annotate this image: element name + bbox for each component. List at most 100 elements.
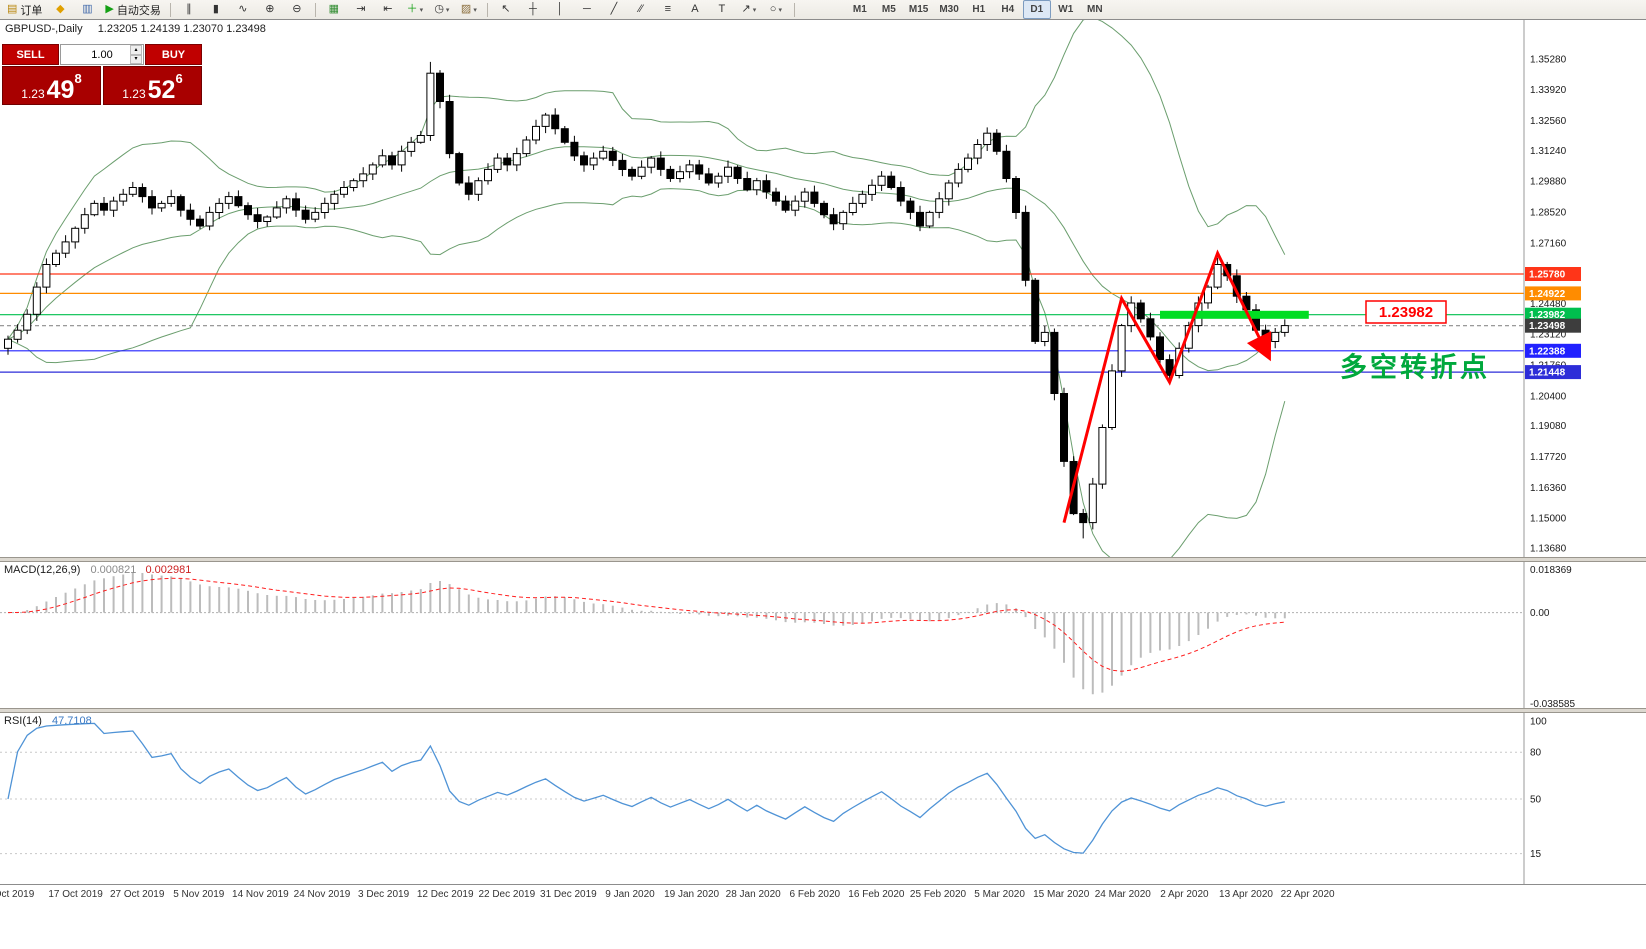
sell-price-display[interactable]: 1.23 49 8 bbox=[2, 66, 101, 105]
chart-window-button[interactable]: ▥ bbox=[74, 0, 100, 19]
timeframe-button-h1[interactable]: H1 bbox=[972, 4, 986, 15]
bar-chart-button[interactable]: ∥ bbox=[176, 0, 202, 19]
line-chart-button[interactable]: ∿ bbox=[230, 0, 256, 19]
timeframe-button-m15[interactable]: M15 bbox=[908, 4, 929, 15]
chart-shift-button[interactable]: ⇤ bbox=[375, 0, 401, 19]
sound-alert-icon: ◆ bbox=[56, 3, 65, 15]
periods-button[interactable]: ◷ ▾ bbox=[429, 0, 455, 19]
arrows-button[interactable]: ↗ ▾ bbox=[736, 0, 762, 19]
ohlc-values: 1.23205 1.24139 1.23070 1.23498 bbox=[97, 23, 266, 35]
rsi-canvas[interactable]: 100 80 50 15 bbox=[0, 713, 1646, 884]
volume-input[interactable] bbox=[74, 47, 130, 62]
bottom-spacer bbox=[0, 905, 1646, 949]
date-label: 6 Feb 2020 bbox=[789, 889, 841, 900]
cn-annotation-text[interactable]: 多空转折点 bbox=[1340, 352, 1490, 383]
date-label: 22 Dec 2019 bbox=[478, 889, 536, 900]
macd-signal-line bbox=[7, 577, 1285, 672]
arrows-button-dropdown-icon[interactable]: ▾ bbox=[752, 6, 757, 14]
rsi-value: 47.7108 bbox=[51, 715, 92, 727]
tile-windows-button[interactable]: ▦ bbox=[321, 0, 347, 19]
zoom-in-button[interactable]: ⊕ bbox=[257, 0, 283, 19]
price-plot bbox=[0, 20, 1524, 557]
auto-scroll-icon: ⇥ bbox=[356, 3, 366, 15]
rsi-axis-label: 15 bbox=[1530, 849, 1542, 860]
date-axis[interactable]: Oct 2019 17 Oct 2019 27 Oct 2019 5 Nov 2019… bbox=[0, 884, 1646, 905]
volume-decrease-button[interactable]: ▾ bbox=[130, 54, 142, 64]
macd-axis-label: 0.018369 bbox=[1530, 565, 1572, 576]
panel-splitter-2[interactable] bbox=[0, 708, 1646, 713]
price-axis-label: 1.28520 bbox=[1530, 208, 1567, 219]
macd-axis[interactable] bbox=[1524, 562, 1646, 708]
buy-button[interactable]: BUY bbox=[145, 44, 202, 65]
autotrading-button[interactable]: ▶ 自动交易 bbox=[101, 0, 164, 19]
timeframe-button-m5[interactable]: M5 bbox=[881, 4, 896, 15]
auto-scroll-button[interactable]: ⇥ bbox=[348, 0, 374, 19]
channel-button[interactable]: ⁄⁄ bbox=[628, 0, 654, 19]
price-callout-text: 1.23982 bbox=[1379, 304, 1433, 321]
macd-canvas[interactable]: 0.018369 0.00 -0.038585 bbox=[0, 562, 1646, 708]
price-tag-1.25780 bbox=[1525, 267, 1581, 281]
templates-button-dropdown-icon[interactable]: ▾ bbox=[473, 6, 477, 14]
panel-splitter-1[interactable] bbox=[0, 557, 1646, 562]
crosshair-icon: ┼ bbox=[528, 3, 537, 15]
price-chart-canvas[interactable]: 1.23982 多空转折点 1.35280 1.33920 1.32560 1.31240… bbox=[0, 20, 1646, 557]
price-axis-label: 1.27160 bbox=[1530, 238, 1567, 249]
trendline-button[interactable]: ╱ bbox=[601, 0, 627, 19]
rsi-header: RSI(14) 47.7108 bbox=[4, 715, 92, 727]
timeframe-button-mn[interactable]: MN bbox=[1087, 4, 1103, 15]
macd-signal-value: 0.002981 bbox=[145, 564, 192, 576]
zoom-out-button[interactable]: ⊖ bbox=[284, 0, 310, 19]
timeframe-button-h4[interactable]: H4 bbox=[1001, 4, 1015, 15]
support-zone-bar[interactable] bbox=[1160, 310, 1309, 319]
sound-alert-button[interactable]: ◆ bbox=[47, 0, 73, 19]
shapes-button[interactable]: ○ ▾ bbox=[763, 0, 789, 19]
price-callout-box[interactable] bbox=[1365, 300, 1447, 324]
text-button[interactable]: A bbox=[682, 0, 708, 19]
price-tag-1.21448 bbox=[1525, 365, 1581, 380]
date-label: Oct 2019 bbox=[0, 889, 35, 900]
zoom-in-icon: ⊕ bbox=[265, 3, 275, 15]
indicators-button[interactable]: ＋ ▾ bbox=[402, 0, 428, 19]
rsi-axis[interactable] bbox=[1524, 713, 1646, 884]
new-order-button[interactable]: ▤ 订单 bbox=[3, 0, 46, 19]
periods-button-dropdown-icon[interactable]: ▾ bbox=[445, 6, 450, 14]
timeframe-button-w1[interactable]: W1 bbox=[1058, 4, 1074, 15]
buy-price-display[interactable]: 1.23 52 6 bbox=[103, 66, 202, 105]
autotrading-button-label: 自动交易 bbox=[116, 4, 161, 17]
timeframe-button-m1[interactable]: M1 bbox=[852, 4, 867, 15]
sell-button[interactable]: SELL bbox=[2, 44, 59, 65]
shapes-icon: ○ bbox=[769, 3, 777, 15]
bollinger-upper-band bbox=[7, 20, 1286, 340]
horizontal-line-button[interactable]: ─ bbox=[574, 0, 600, 19]
crosshair-button[interactable]: ┼ bbox=[520, 0, 546, 19]
vertical-line-icon: │ bbox=[556, 3, 564, 15]
cursor-button[interactable]: ↖ bbox=[493, 0, 519, 19]
timeframe-button-m30[interactable]: M30 bbox=[939, 4, 959, 15]
rsi-label: RSI(14) bbox=[4, 715, 42, 727]
symbol-period-label: GBPUSD-,Daily bbox=[5, 23, 83, 35]
channel-icon: ⁄⁄ bbox=[639, 3, 643, 15]
templates-button[interactable]: ▨ ▾ bbox=[456, 0, 482, 19]
templates-icon: ▨ bbox=[460, 3, 472, 15]
rsi-panel: RSI(14) 47.7108 100 80 50 15 bbox=[0, 713, 1646, 884]
bollinger-middle-band bbox=[7, 146, 1286, 372]
shapes-button-dropdown-icon[interactable]: ▾ bbox=[778, 6, 782, 14]
rsi-axis-label: 50 bbox=[1530, 795, 1542, 806]
price-axis-label: 1.19080 bbox=[1530, 421, 1567, 432]
indicators-button-dropdown-icon[interactable]: ▾ bbox=[419, 6, 424, 14]
macd-histogram bbox=[16, 573, 1286, 695]
trend-arrow[interactable] bbox=[1062, 249, 1272, 523]
volume-increase-button[interactable]: ▴ bbox=[130, 45, 142, 55]
label-button[interactable]: T bbox=[709, 0, 735, 19]
rsi-axis-label: 80 bbox=[1530, 748, 1542, 759]
price-axis-label: 1.35280 bbox=[1530, 54, 1567, 65]
trendline-icon: ╱ bbox=[610, 3, 618, 15]
candlestick-button[interactable]: ▮ bbox=[203, 0, 229, 19]
timeframe-button-d1[interactable]: D1 bbox=[1022, 0, 1051, 19]
vertical-line-button[interactable]: │ bbox=[547, 0, 573, 19]
date-label: 17 Oct 2019 bbox=[48, 889, 103, 900]
price-tag-text: 1.24922 bbox=[1529, 289, 1566, 300]
price-tag-text: 1.21448 bbox=[1529, 368, 1566, 379]
date-label: 16 Feb 2020 bbox=[848, 889, 905, 900]
fibonacci-button[interactable]: ≡ bbox=[655, 0, 681, 19]
